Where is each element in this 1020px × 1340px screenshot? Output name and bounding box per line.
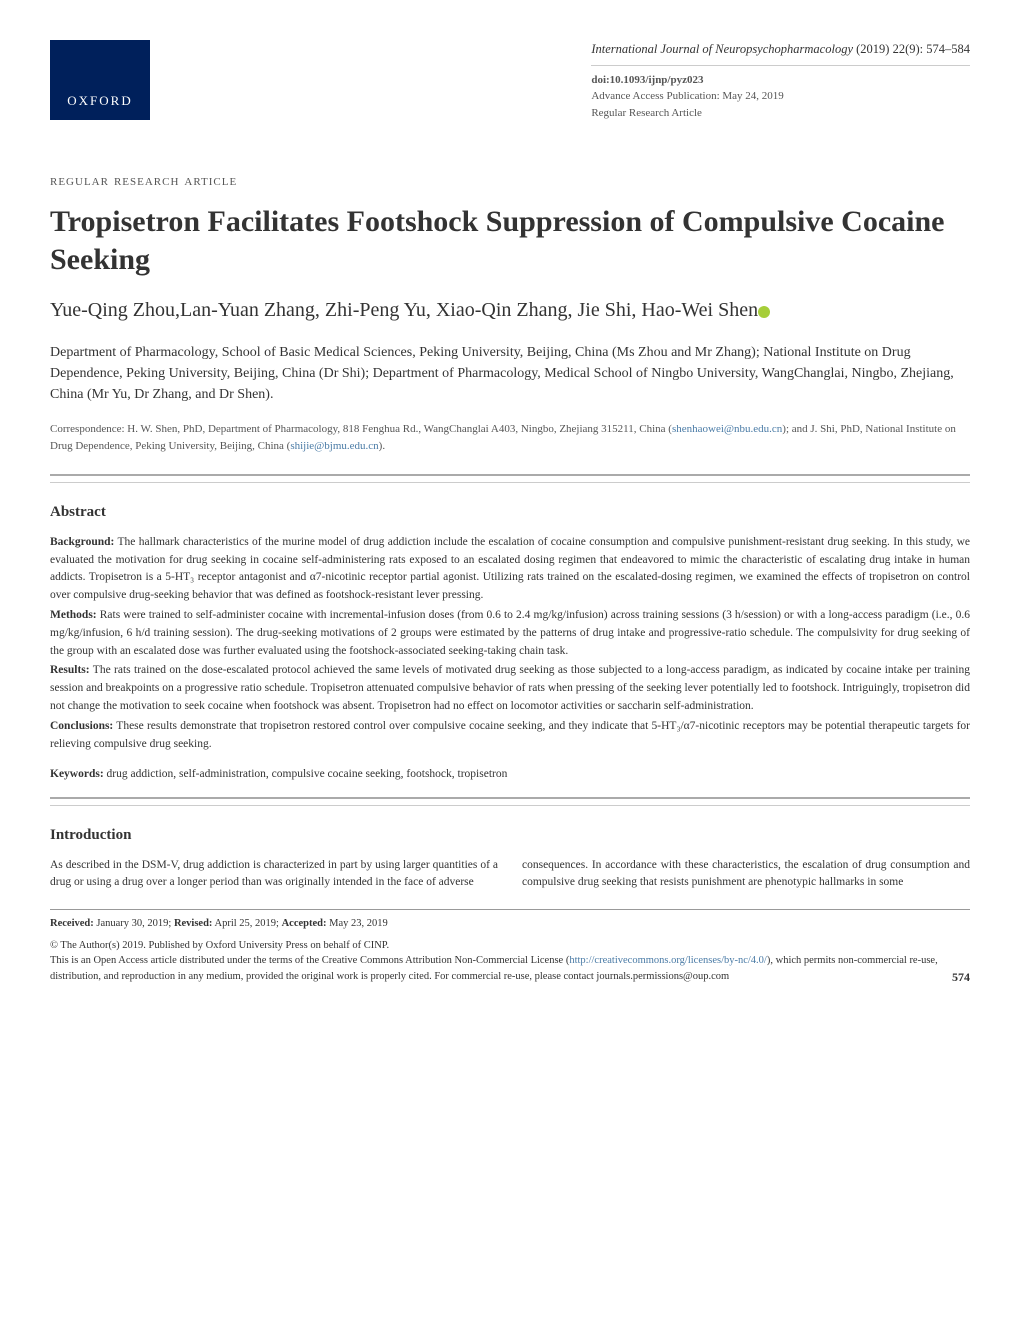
correspondence-email-2[interactable]: shijie@bjmu.edu.cn xyxy=(290,440,378,452)
publisher-badge: OXFORD xyxy=(50,40,150,120)
abstract-top-rule xyxy=(50,474,970,476)
affiliations: Department of Pharmacology, School of Ba… xyxy=(50,342,970,405)
header-divider xyxy=(591,65,970,66)
page-number: 574 xyxy=(952,969,970,986)
doi: doi:10.1093/ijnp/pyz023 xyxy=(591,72,970,89)
background-text: The hallmark characteristics of the muri… xyxy=(50,536,970,601)
conclusions-text: These results demonstrate that tropisetr… xyxy=(50,720,970,750)
article-category: Regular Research Article xyxy=(591,105,970,122)
abstract-top-rule-thin xyxy=(50,482,970,483)
license-text-pre: This is an Open Access article distribut… xyxy=(50,955,569,966)
article-title: Tropisetron Facilitates Footshock Suppre… xyxy=(50,203,970,278)
intro-col-2: consequences. In accordance with these c… xyxy=(522,857,970,892)
keywords-text: drug addiction, self-administration, com… xyxy=(104,768,508,780)
results-label: Results: xyxy=(50,664,90,676)
revised-date: April 25, 2019; xyxy=(212,918,281,929)
accepted-label: Accepted: xyxy=(282,918,327,929)
header-row: OXFORD International Journal of Neuropsy… xyxy=(50,40,970,121)
journal-meta: International Journal of Neuropsychophar… xyxy=(591,40,970,121)
introduction-heading: Introduction xyxy=(50,824,970,847)
copyright-block: © The Author(s) 2019. Published by Oxfor… xyxy=(50,938,970,984)
journal-name: International Journal of Neuropsychophar… xyxy=(591,42,853,56)
journal-citation: (2019) 22(9): 574–584 xyxy=(856,42,970,56)
orcid-icon xyxy=(758,306,770,318)
methods-label: Methods: xyxy=(50,609,97,621)
footer-rule xyxy=(50,909,970,910)
abstract-heading: Abstract xyxy=(50,501,970,524)
author-list: Yue-Qing Zhou,Lan-Yuan Zhang, Zhi-Peng Y… xyxy=(50,296,970,324)
correspondence: Correspondence: H. W. Shen, PhD, Departm… xyxy=(50,421,970,454)
advance-access-date: Advance Access Publication: May 24, 2019 xyxy=(591,88,970,105)
abstract-body: Background: The hallmark characteristics… xyxy=(50,534,970,784)
author-names: Yue-Qing Zhou,Lan-Yuan Zhang, Zhi-Peng Y… xyxy=(50,299,758,321)
received-label: Received: xyxy=(50,918,94,929)
intro-top-rule xyxy=(50,797,970,799)
history-dates: Received: January 30, 2019; Revised: Apr… xyxy=(50,916,970,932)
revised-label: Revised: xyxy=(174,918,213,929)
intro-col-1: As described in the DSM-V, drug addictio… xyxy=(50,857,498,892)
background-label: Background: xyxy=(50,536,114,548)
received-date: January 30, 2019; xyxy=(94,918,174,929)
license-link[interactable]: http://creativecommons.org/licenses/by-n… xyxy=(569,955,767,966)
correspondence-text-1: Correspondence: H. W. Shen, PhD, Departm… xyxy=(50,423,672,435)
conclusions-label: Conclusions: xyxy=(50,720,113,732)
keywords-label: Keywords: xyxy=(50,768,104,780)
results-text: The rats trained on the dose-escalated p… xyxy=(50,664,970,712)
introduction-body: As described in the DSM-V, drug addictio… xyxy=(50,857,970,892)
correspondence-text-3: ). xyxy=(379,440,385,452)
methods-text: Rats were trained to self-administer coc… xyxy=(50,609,970,657)
intro-top-rule-thin xyxy=(50,805,970,806)
copyright-line: © The Author(s) 2019. Published by Oxfor… xyxy=(50,938,970,953)
accepted-date: May 23, 2019 xyxy=(326,918,387,929)
correspondence-email-1[interactable]: shenhaowei@nbu.edu.cn xyxy=(672,423,782,435)
publisher-badge-text: OXFORD xyxy=(67,91,132,111)
article-type-label: regular research article xyxy=(50,169,970,193)
